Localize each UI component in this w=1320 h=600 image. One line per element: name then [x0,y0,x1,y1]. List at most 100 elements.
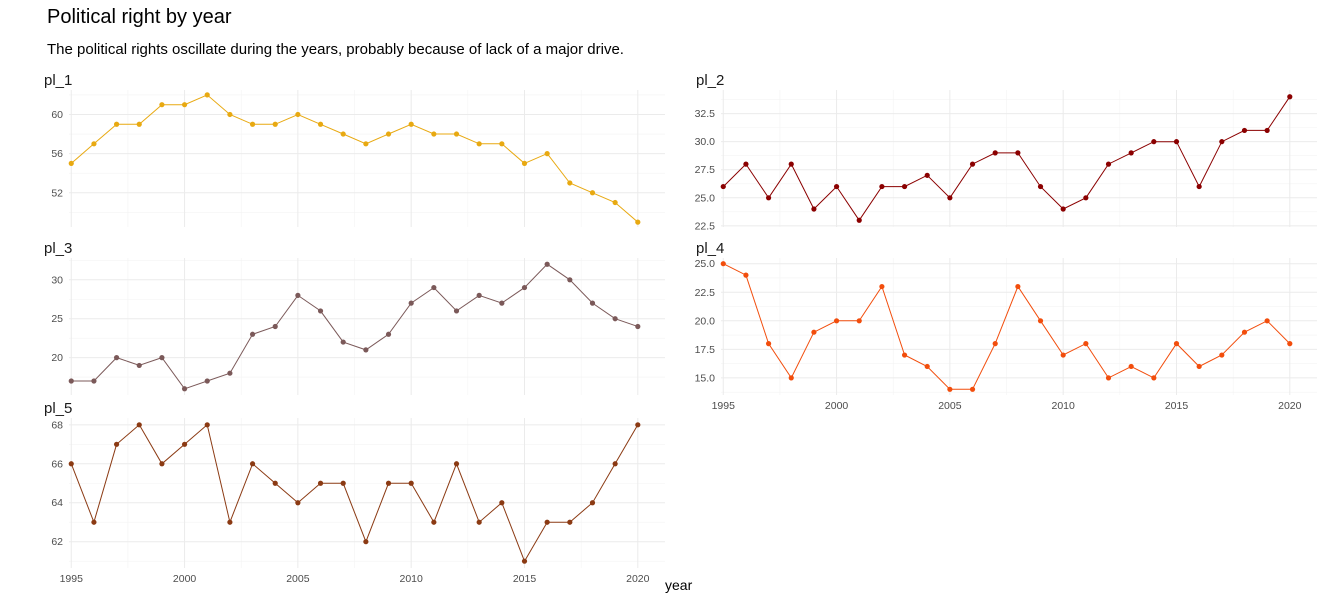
data-point-pl_3 [136,362,142,369]
data-point-pl_4 [992,341,998,347]
y-tick-label: 20 [51,352,63,364]
x-tick-label: 2020 [626,573,650,585]
data-point-pl_2 [992,150,998,156]
data-point-pl_1 [272,121,278,127]
data-point-pl_4 [1241,329,1248,335]
x-tick-label: 1995 [712,400,736,412]
data-point-pl_3 [227,370,233,376]
data-point-pl_3 [363,347,369,353]
data-point-pl_3 [204,378,210,384]
data-point-pl_2 [947,195,953,201]
data-point-pl_5 [272,480,278,486]
data-point-pl_2 [811,206,817,212]
data-point-pl_1 [204,92,210,98]
data-point-pl_3 [521,284,528,291]
data-point-pl_2 [765,195,772,201]
data-point-pl_4 [969,386,976,392]
data-point-pl_4 [1287,341,1293,347]
data-point-pl_5 [521,558,528,564]
data-point-pl_2 [1015,150,1021,156]
y-tick-label: 27.5 [695,164,716,176]
data-point-pl_2 [1060,206,1066,212]
data-point-pl_4 [947,386,953,392]
x-tick-label: 2015 [1165,400,1189,412]
data-point-pl_3 [340,339,346,345]
data-point-pl_1 [68,160,74,166]
data-point-pl_5 [589,500,596,506]
data-point-pl_2 [1287,94,1293,100]
data-point-pl_3 [385,331,392,337]
data-point-pl_2 [879,183,885,190]
data-point-pl_2 [743,161,749,167]
data-point-pl_1 [612,199,618,206]
data-point-pl_3 [567,277,573,283]
data-point-pl_2 [969,161,976,167]
panel-title-pl_4: pl_4 [696,240,724,257]
data-point-pl_4 [743,272,749,278]
data-point-pl_5 [544,519,550,525]
data-point-pl_3 [91,378,97,384]
x-tick-label: 2020 [1278,400,1302,412]
data-point-pl_4 [720,261,726,267]
data-point-pl_1 [227,111,233,118]
data-point-pl_4 [1173,341,1180,347]
data-point-pl_3 [544,261,550,267]
series-line-pl_5 [70,423,639,563]
data-point-pl_3 [249,331,256,337]
data-point-pl_4 [1196,363,1202,370]
data-point-pl_3 [159,355,165,361]
data-point-pl_2 [1264,127,1270,134]
data-point-pl_1 [91,141,97,147]
data-point-pl_5 [408,480,414,486]
data-point-pl_5 [227,519,233,525]
data-point-pl_3 [113,355,120,361]
data-point-pl_2 [1083,195,1089,201]
series-line-pl_4 [723,263,1291,390]
y-tick-label: 66 [51,458,63,470]
data-point-pl_1 [476,141,482,147]
data-point-pl_1 [136,121,142,127]
y-tick-label: 15.0 [695,372,716,384]
data-point-pl_5 [295,500,301,506]
data-point-pl_1 [408,121,414,127]
data-point-pl_3 [181,386,188,392]
data-point-pl_3 [476,292,482,298]
y-tick-label: 62 [51,536,63,548]
data-point-pl_5 [499,500,505,506]
data-point-pl_2 [833,183,840,190]
y-tick-label: 25 [51,313,63,325]
data-point-pl_2 [1105,161,1112,167]
y-tick-label: 30.0 [695,136,716,148]
data-point-pl_5 [204,422,210,428]
data-point-pl_2 [720,183,726,190]
data-point-pl_3 [272,323,278,330]
data-point-pl_5 [113,441,120,447]
data-point-pl_5 [181,441,188,447]
data-point-pl_5 [91,519,97,525]
data-point-pl_1 [453,131,460,137]
data-point-pl_1 [544,151,550,157]
y-tick-label: 20.0 [695,315,716,327]
series-line-pl_2 [722,96,1291,222]
data-point-pl_5 [249,461,256,467]
data-point-pl_1 [181,102,188,108]
data-point-pl_1 [363,141,369,147]
y-tick-label: 52 [51,187,63,199]
data-point-pl_5 [612,461,618,467]
data-point-pl_1 [521,160,528,166]
data-point-pl_4 [833,318,840,324]
data-point-pl_5 [476,519,482,525]
data-point-pl_3 [612,316,618,322]
data-point-pl_1 [113,121,120,127]
panel-title-pl_2: pl_2 [696,72,724,89]
data-point-pl_2 [1151,139,1157,145]
data-point-pl_4 [1015,283,1021,290]
x-tick-label: 2005 [286,573,310,585]
data-point-pl_5 [136,422,142,428]
data-point-pl_2 [1173,139,1180,145]
data-point-pl_5 [567,519,573,525]
data-point-pl_5 [431,519,437,525]
data-point-pl_1 [249,121,256,127]
chart-title: Political right by year [47,6,232,28]
